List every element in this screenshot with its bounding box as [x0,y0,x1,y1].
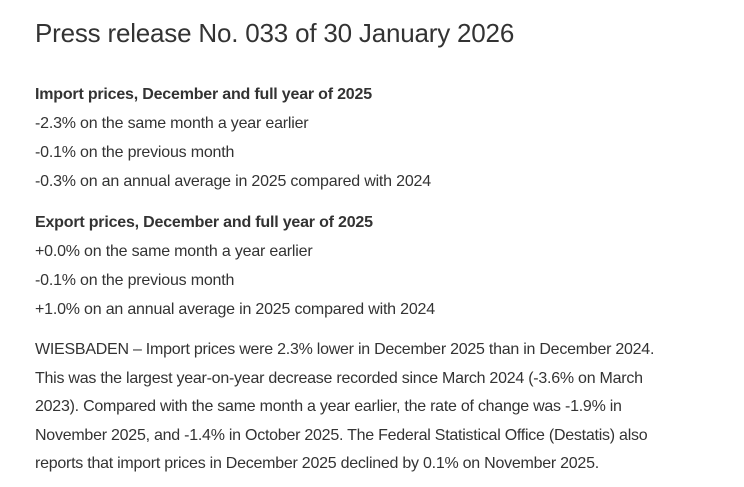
lead-paragraph: WIESBADEN – Import prices were 2.3% lowe… [35,336,714,479]
export-stat-year-on-year: +0.0% on the same month a year earlier [35,243,313,260]
export-stat-annual-average: +1.0% on an annual average in 2025 compa… [35,301,435,318]
import-stat-month-on-month: -0.1% on the previous month [35,144,235,161]
paragraph-line: reports that import prices in December 2… [35,455,599,472]
page-title: Press release No. 033 of 30 January 2026 [35,18,515,48]
paragraph-line: WIESBADEN – Import prices were 2.3% lowe… [35,341,655,358]
import-stat-year-on-year: -2.3% on the same month a year earlier [35,115,309,132]
import-stat-annual-average: -0.3% on an annual average in 2025 compa… [35,173,431,190]
paragraph-line: November 2025, and -1.4% in October 2025… [35,426,648,444]
import-prices-heading: Import prices, December and full year of… [35,86,372,103]
export-stat-month-on-month: -0.1% on the previous month [35,272,235,289]
paragraph-line: This was the largest year-on-year decrea… [35,369,643,387]
paragraph-line: 2023). Compared with the same month a ye… [35,398,622,415]
export-prices-summary: Export prices, December and full year of… [35,208,714,324]
export-prices-heading: Export prices, December and full year of… [35,214,373,231]
import-prices-summary: Import prices, December and full year of… [35,80,714,196]
